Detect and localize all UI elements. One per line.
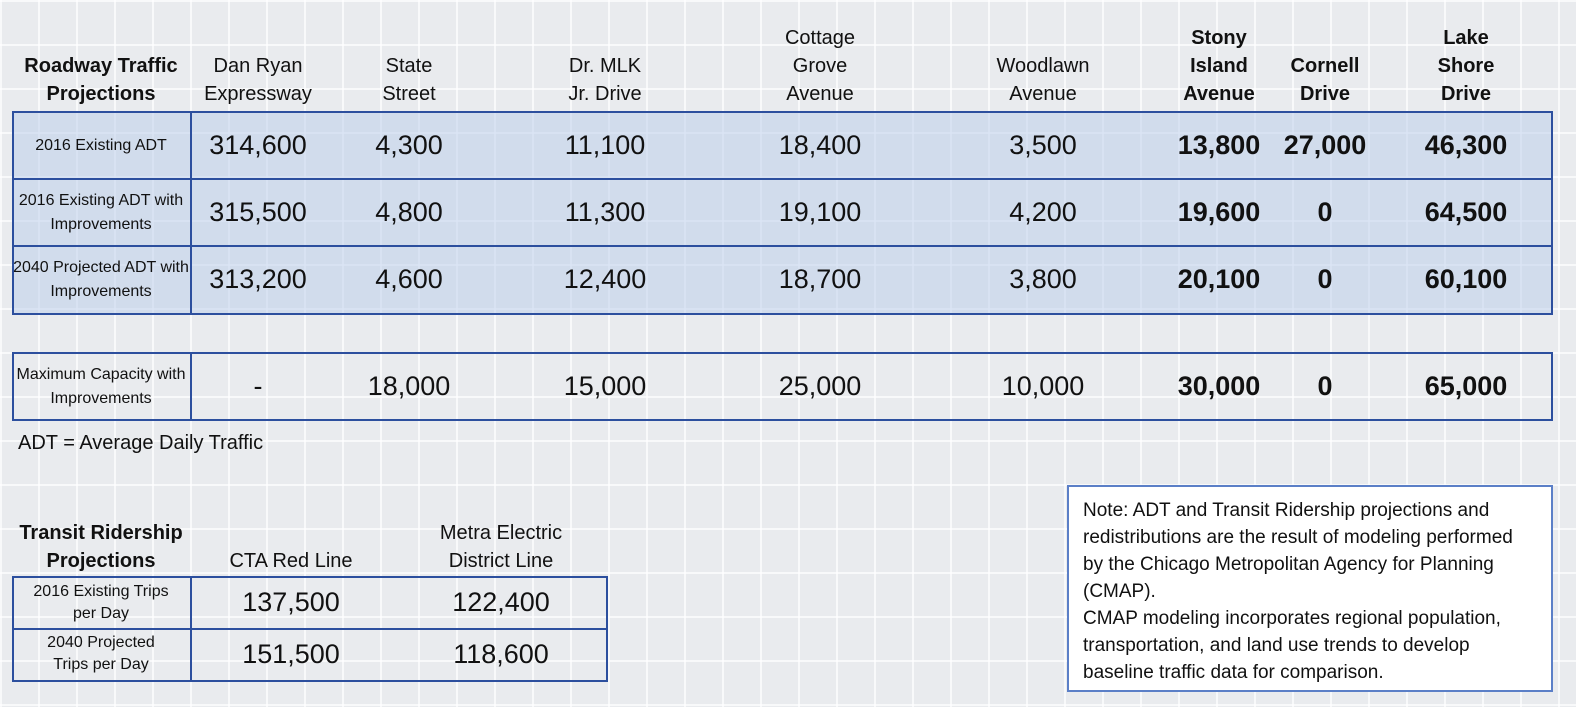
row-label: 2016 Existing ADT xyxy=(35,136,167,154)
row-border xyxy=(12,627,608,630)
cell-value: 3,500 xyxy=(1009,130,1077,160)
cell-value: 27,000 xyxy=(1283,130,1367,160)
column-header: Stony Island Avenue xyxy=(1183,27,1255,105)
note-text: CMAP modeling incorporates regional popu… xyxy=(1083,608,1501,683)
column-header: Dr. MLK Jr. Drive xyxy=(568,55,642,105)
row-label: 2040 Projected Trips per Day xyxy=(47,634,155,674)
cell-value: 0 xyxy=(1317,371,1333,401)
cell-value: 18,400 xyxy=(778,130,862,160)
cell-value: 4,800 xyxy=(375,197,443,227)
column-header: CTA Red Line xyxy=(229,550,353,572)
column-header: Cornell Drive xyxy=(1290,55,1360,105)
note-text: Note: ADT and Transit Ridership projecti… xyxy=(1083,500,1513,602)
cell-value: 3,800 xyxy=(1009,264,1077,294)
cell-value: 15,000 xyxy=(563,371,647,401)
cell-value: 19,100 xyxy=(778,197,862,227)
cell-value: 12,400 xyxy=(563,264,647,294)
column-border xyxy=(190,112,192,313)
cell-value: 4,300 xyxy=(375,130,443,160)
cell-value: 30,000 xyxy=(1177,371,1261,401)
row-label: Maximum Capacity with Improvements xyxy=(16,365,186,407)
cell-value: 118,600 xyxy=(453,638,549,669)
cell-value: 18,700 xyxy=(778,264,862,294)
cell-value: 137,500 xyxy=(242,587,340,618)
cell-value: 25,000 xyxy=(778,371,862,401)
column-border xyxy=(190,577,192,680)
column-border xyxy=(190,353,192,420)
cell-value: 11,300 xyxy=(564,197,646,227)
cell-value: 65,000 xyxy=(1424,371,1508,401)
cell-value: 122,400 xyxy=(452,587,550,618)
cell-value: 314,600 xyxy=(209,130,307,160)
cell-value: 4,600 xyxy=(375,264,443,294)
column-header: Dan Ryan Expressway xyxy=(204,55,312,105)
column-header: Woodlawn Avenue xyxy=(996,55,1090,105)
cell-value: 315,500 xyxy=(209,197,307,227)
cell-value: 18,000 xyxy=(367,371,451,401)
cell-value: 13,800 xyxy=(1177,130,1261,160)
column-header: Cottage Grove Avenue xyxy=(784,27,856,105)
cell-value: 60,100 xyxy=(1424,264,1508,294)
footnote: ADT = Average Daily Traffic xyxy=(18,431,264,454)
row-label: 2040 Projected ADT with Improvements xyxy=(13,258,189,300)
column-header: Metra Electric District Line xyxy=(439,522,563,572)
note-box: Note: ADT and Transit Ridership projecti… xyxy=(1067,485,1553,692)
table-title: Roadway Traffic Projections xyxy=(24,55,178,105)
cell-value: 20,100 xyxy=(1177,264,1261,294)
cell-value: 10,000 xyxy=(1001,371,1085,401)
cell-value: 46,300 xyxy=(1424,130,1508,160)
cell-value: 313,200 xyxy=(209,264,307,294)
cell-value: 64,500 xyxy=(1424,197,1508,227)
table-body xyxy=(12,111,1553,315)
cell-value: 19,600 xyxy=(1177,197,1261,227)
table-title: Transit Ridership Projections xyxy=(19,522,183,572)
row-label: 2016 Existing Trips per Day xyxy=(33,582,169,622)
column-header: Lake Shore Drive xyxy=(1437,27,1495,105)
capacity-row xyxy=(12,352,1553,421)
cell-value: - xyxy=(253,371,263,401)
cell-value: 151,500 xyxy=(242,638,340,669)
row-border xyxy=(12,245,1553,247)
cell-value: 11,100 xyxy=(564,130,646,160)
column-header: State Street xyxy=(382,55,436,105)
row-border xyxy=(12,178,1553,180)
cell-value: 0 xyxy=(1317,197,1333,227)
cell-value: 0 xyxy=(1317,264,1333,294)
cell-value: 4,200 xyxy=(1009,197,1077,227)
row-label: 2016 Existing ADT with Improvements xyxy=(18,191,184,233)
